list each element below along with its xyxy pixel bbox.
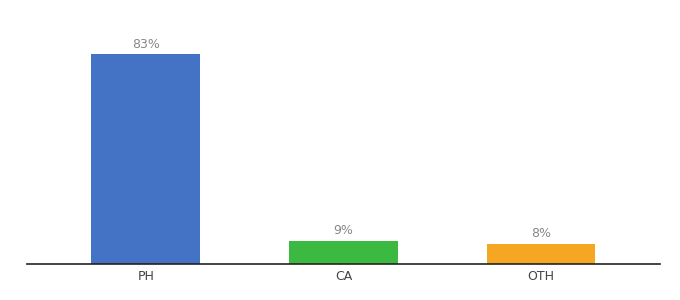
Bar — [289, 241, 398, 264]
Text: 83%: 83% — [132, 38, 160, 50]
Text: 9%: 9% — [333, 224, 354, 238]
Text: 8%: 8% — [531, 227, 551, 240]
Bar — [487, 244, 596, 264]
Bar — [91, 54, 200, 264]
